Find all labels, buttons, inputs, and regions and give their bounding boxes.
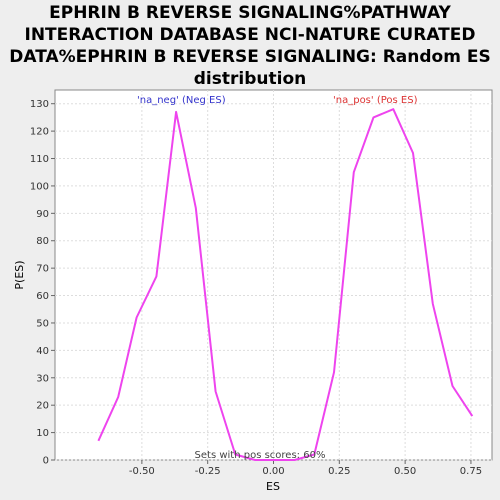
grid-lines <box>55 90 492 461</box>
y-tick-label: 60 <box>36 291 49 302</box>
y-tick-label: 110 <box>30 154 49 165</box>
y-tick-label: 20 <box>36 401 49 412</box>
y-tick-label: 10 <box>36 428 49 439</box>
x-tick-label: 0.75 <box>460 466 482 477</box>
axis-ticks: 0 10 20 30 40 50 60 70 80 90 100 110 120 130 -0.50 -0.2… <box>30 99 482 477</box>
x-axis-label: ES <box>266 480 280 493</box>
title-line-4: distribution <box>193 69 307 89</box>
pos-es-annotation: 'na_pos' (Pos ES) <box>333 95 418 106</box>
y-axis-label: P(ES) <box>13 260 26 289</box>
x-tick-label: 0.50 <box>394 466 416 477</box>
neg-es-annotation: 'na_neg' (Neg ES) <box>137 95 226 106</box>
y-tick-label: 50 <box>36 318 49 329</box>
x-tick-label: 0.00 <box>262 466 284 477</box>
y-tick-label: 80 <box>36 236 49 247</box>
y-tick-label: 70 <box>36 264 49 275</box>
pos-score-footer: Sets with pos scores: 60% <box>195 450 326 461</box>
x-tick-label: 0.25 <box>328 466 350 477</box>
y-tick-label: 100 <box>30 181 49 192</box>
chart-title: EPHRIN B REVERSE SIGNALING%PATHWAY INTER… <box>0 2 500 90</box>
y-tick-label: 90 <box>36 209 49 220</box>
title-line-3: DATA%EPHRIN B REVERSE SIGNALING: Random … <box>9 47 491 67</box>
y-tick-label: 30 <box>36 373 49 384</box>
x-tick-label: -0.50 <box>129 466 155 477</box>
x-tick-label: -0.25 <box>195 466 221 477</box>
title-line-2: INTERACTION DATABASE NCI-NATURE CURATED <box>24 25 476 45</box>
y-tick-label: 40 <box>36 346 49 357</box>
y-tick-label: 0 <box>43 456 49 467</box>
es-distribution-line <box>97 108 474 461</box>
y-tick-label: 130 <box>30 99 49 110</box>
title-line-1: EPHRIN B REVERSE SIGNALING%PATHWAY <box>49 3 451 23</box>
y-tick-label: 120 <box>30 127 49 138</box>
